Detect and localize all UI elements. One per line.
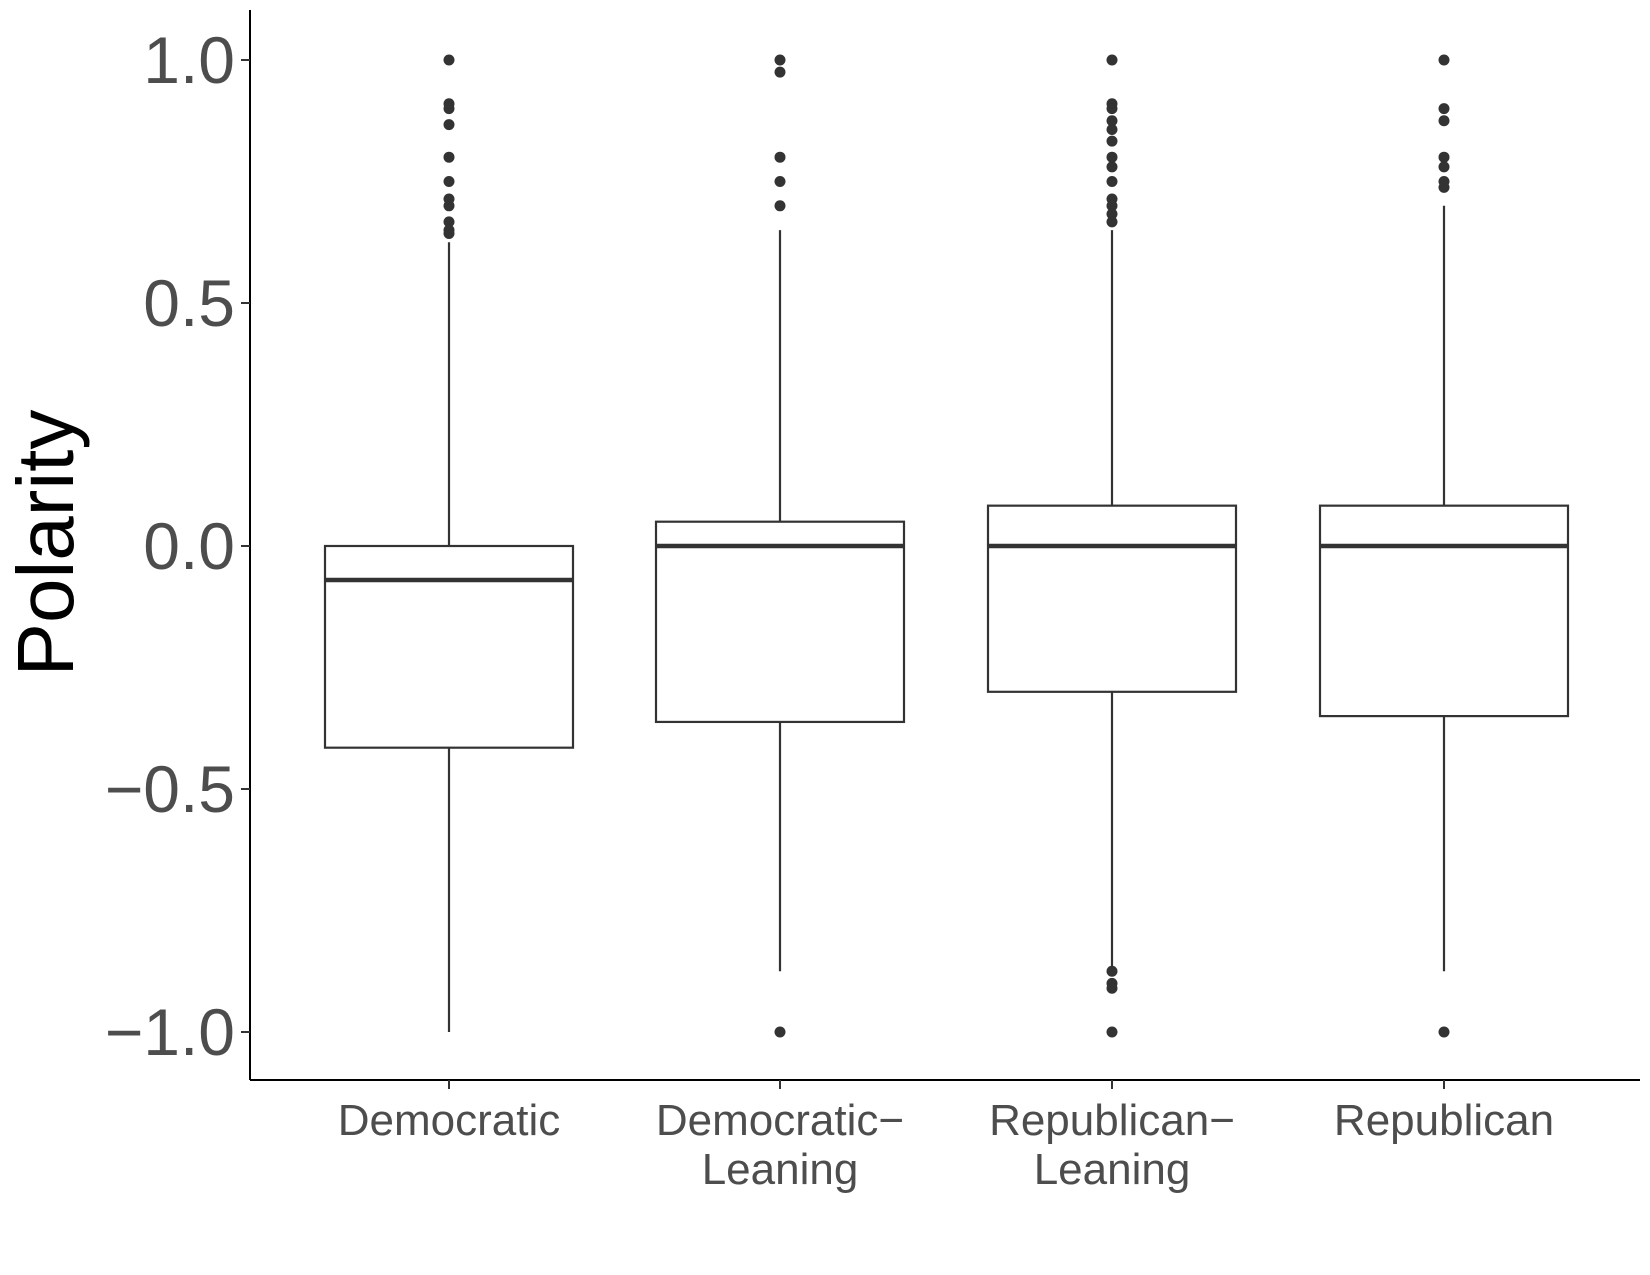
outlier-point bbox=[443, 216, 455, 228]
outlier-point bbox=[1106, 103, 1118, 115]
x-tick-label-line: Republican bbox=[1334, 1096, 1554, 1145]
outlier-point bbox=[443, 151, 455, 163]
iqr-box bbox=[323, 544, 575, 749]
outlier-point bbox=[1106, 151, 1118, 163]
outlier-point bbox=[1106, 1026, 1118, 1038]
x-tick-label: Democratic bbox=[338, 1096, 561, 1145]
outlier-point bbox=[443, 228, 455, 240]
y-tick-label: −0.5 bbox=[105, 752, 235, 826]
outlier-point bbox=[1106, 54, 1118, 66]
outlier-point bbox=[774, 66, 786, 78]
iqr-box bbox=[986, 504, 1238, 693]
outlier-point bbox=[1106, 161, 1118, 173]
x-tick-label: Democratic− Leaning bbox=[656, 1096, 904, 1194]
y-axis-title: Polarity bbox=[1, 410, 90, 677]
y-tick-label: 1.0 bbox=[143, 23, 235, 97]
outlier-point bbox=[443, 200, 455, 212]
x-tick-label-line: Democratic− bbox=[656, 1096, 904, 1145]
iqr-box bbox=[1318, 504, 1570, 718]
box-group bbox=[1318, 54, 1570, 1038]
outlier-point bbox=[774, 54, 786, 66]
box-group bbox=[323, 54, 575, 1032]
outlier-point bbox=[774, 176, 786, 187]
outlier-point bbox=[1438, 1026, 1450, 1038]
outlier-point bbox=[1438, 151, 1450, 163]
x-tick-label-line: Democratic bbox=[338, 1096, 561, 1145]
x-tick-label: Republican bbox=[1334, 1096, 1554, 1145]
outlier-point bbox=[443, 103, 455, 115]
outlier-point bbox=[1106, 965, 1118, 977]
x-tick-label-line: Leaning bbox=[702, 1145, 859, 1194]
outlier-point bbox=[1106, 115, 1118, 127]
outlier-point bbox=[1438, 181, 1450, 193]
outlier-point bbox=[1106, 208, 1118, 220]
box-group bbox=[654, 54, 906, 1038]
outlier-point bbox=[1106, 176, 1118, 187]
outlier-point bbox=[774, 151, 786, 163]
y-tick-label: −1.0 bbox=[105, 995, 235, 1069]
y-tick-label: 0.0 bbox=[143, 509, 235, 583]
outlier-point bbox=[1106, 982, 1118, 994]
outlier-point bbox=[1438, 54, 1450, 66]
x-tick-label-line: Republican− bbox=[989, 1096, 1235, 1145]
plot-area bbox=[323, 54, 1570, 1038]
outlier-point bbox=[443, 54, 455, 66]
outlier-point bbox=[1438, 115, 1450, 127]
outlier-point bbox=[1106, 216, 1118, 228]
outlier-point bbox=[774, 1026, 786, 1038]
outlier-point bbox=[1106, 200, 1118, 212]
outlier-point bbox=[443, 176, 455, 187]
iqr-box bbox=[654, 520, 906, 724]
outlier-point bbox=[1438, 103, 1450, 115]
x-tick-label: Republican− Leaning bbox=[989, 1096, 1235, 1194]
outlier-point bbox=[774, 200, 786, 212]
outlier-point bbox=[1438, 161, 1450, 173]
box-group bbox=[986, 54, 1238, 1038]
y-tick-label: 0.5 bbox=[143, 266, 235, 340]
outlier-point bbox=[1106, 123, 1118, 135]
outlier-point bbox=[443, 119, 455, 131]
outlier-point bbox=[1106, 135, 1118, 147]
y-axis: 1.0 0.5 0.0 −0.5 −1.0 bbox=[105, 10, 251, 1080]
x-tick-label-line: Leaning bbox=[1034, 1145, 1191, 1194]
